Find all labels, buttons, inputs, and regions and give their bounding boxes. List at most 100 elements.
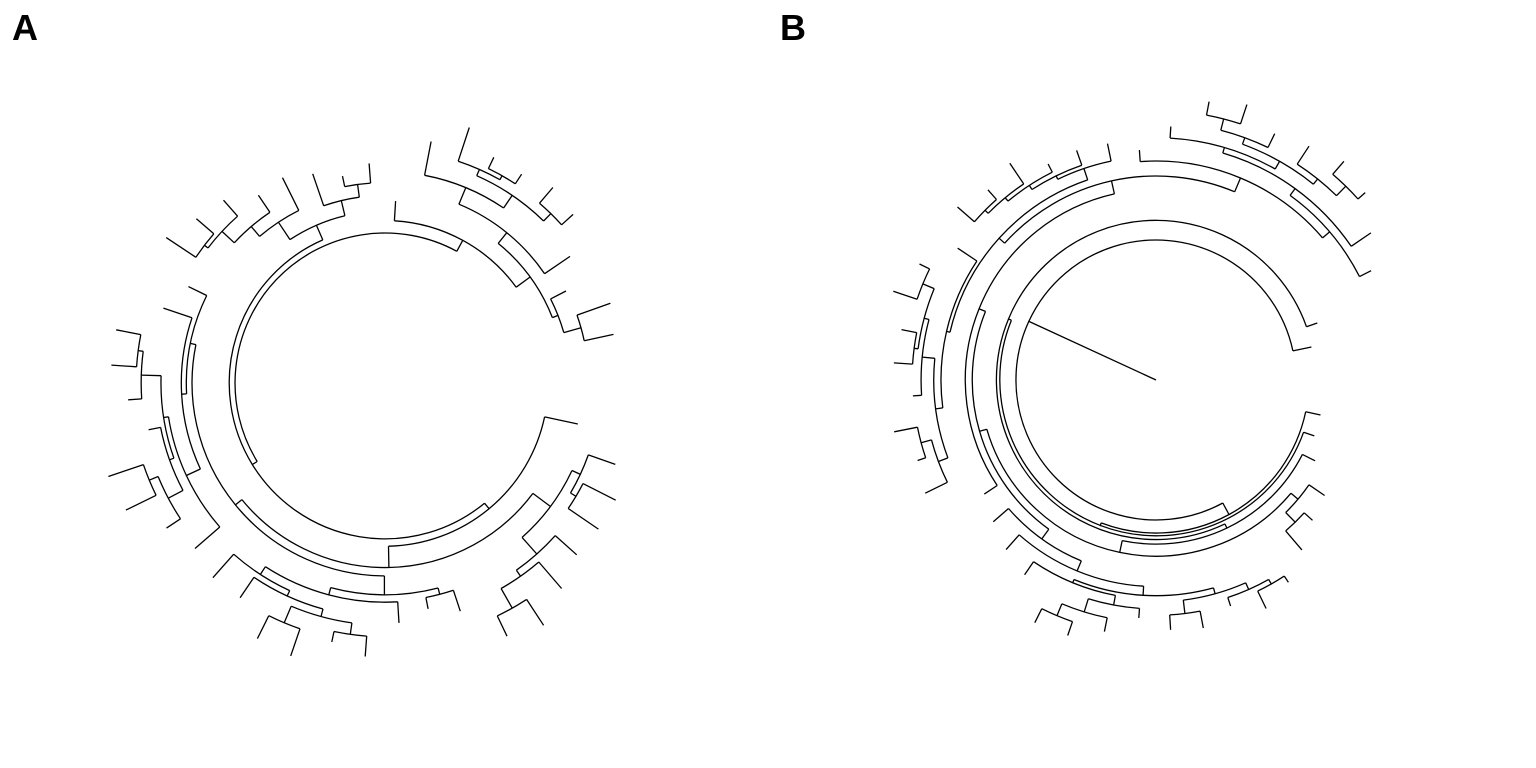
tree-leaf-branch-93 [992, 508, 1009, 523]
tree-branch-104 [1083, 598, 1089, 613]
tree-arc-18 [1004, 175, 1235, 244]
tree-branch-118 [1245, 582, 1250, 590]
tree-arc-59 [241, 493, 534, 569]
tree-branch-17 [1110, 180, 1116, 195]
tree-branch-41 [1220, 118, 1225, 131]
tree-branch-23 [476, 169, 481, 176]
tree-leaf-branch-67 [957, 247, 978, 262]
tree-branch-34 [315, 225, 324, 241]
tree-leaf-branch-105 [290, 628, 301, 657]
tree-leaf-branch-82 [912, 394, 922, 397]
tree-leaf-branch-123 [496, 615, 508, 637]
tree-arc-39 [1220, 129, 1269, 149]
tree-branch-115 [532, 492, 551, 508]
tree-arc-6 [550, 298, 565, 333]
tree-leaf-branch-90 [983, 484, 998, 495]
tree-leaf-branch-64 [957, 206, 975, 223]
tree-branch-127 [1285, 512, 1296, 523]
circular-tree-a [108, 127, 616, 657]
tree-branch-82 [167, 489, 184, 499]
tree-branch-21 [1322, 231, 1331, 239]
tree-arc-26 [488, 168, 516, 185]
tree-arc-28 [1170, 137, 1276, 170]
tree-leaf-branch-37 [1296, 145, 1310, 165]
tree-arc-16 [964, 193, 1115, 486]
tree-leaf-branch-26 [1350, 232, 1372, 247]
tree-arc-16 [424, 174, 504, 209]
tree-arc-0 [1015, 239, 1294, 521]
tree-branch-127 [571, 469, 581, 475]
tree-arc-8 [576, 314, 585, 341]
tree-leaf-branch-35 [1357, 192, 1366, 200]
tree-arc-59 [987, 183, 1025, 214]
tree-arc-107 [333, 630, 367, 637]
tree-leaf-branch-10 [576, 302, 611, 316]
tree-arc-35 [289, 215, 346, 241]
tree-leaf-branch-77 [893, 290, 918, 300]
tree-root-stem [1028, 320, 1157, 381]
tree-leaf-branch-77 [111, 364, 137, 368]
tree-arc-71 [160, 375, 175, 459]
tree-leaf-branch-43 [1239, 104, 1248, 125]
tree-branch-125 [1290, 492, 1299, 500]
tree-arc-5 [999, 319, 1305, 537]
tree-arc-62 [973, 199, 997, 223]
tree-branch-74 [138, 349, 144, 352]
tree-branch-97 [1142, 586, 1145, 596]
tree-leaf-branch-104 [256, 615, 270, 639]
tree-arc-80 [159, 427, 184, 491]
tree-arc-73 [917, 288, 935, 349]
tree-arc-20 [539, 202, 563, 226]
tree-branch-3 [515, 276, 531, 288]
tree-leaf-branch-46 [1138, 150, 1141, 162]
tree-leaf-branch-132 [582, 483, 616, 501]
tree-leaf-branch-36 [1332, 160, 1345, 175]
tree-branch-114 [1182, 600, 1186, 614]
tree-leaf-branch-87 [125, 494, 157, 511]
tree-branch-121 [1268, 579, 1272, 585]
tree-arc-3 [1100, 411, 1307, 534]
tree-arc-86 [916, 427, 927, 459]
tree-arc-85 [142, 464, 157, 496]
tree-arc-107 [1041, 608, 1073, 623]
tree-arc-4 [497, 242, 554, 318]
tree-branch-38 [356, 184, 360, 198]
tree-arc-2 [394, 220, 517, 288]
tree-leaf-branch-132 [1302, 453, 1316, 462]
tree-arc-92 [1008, 508, 1082, 562]
tree-leaf-branch-133 [588, 454, 616, 466]
tree-branch-111 [437, 587, 441, 595]
tree-leaf-branch-63 [987, 189, 997, 200]
tree-leaf-branch-64 [188, 286, 207, 297]
tree-branch-33 [1336, 185, 1347, 197]
tree-leaf-branch-60 [1009, 162, 1025, 185]
tree-arc-93 [265, 566, 398, 603]
tree-branch-43 [277, 221, 291, 240]
tree-arc-22 [1289, 194, 1361, 277]
tree-arc-100 [1033, 561, 1116, 597]
tree-branch-49 [221, 230, 235, 244]
tree-arc-63 [185, 295, 208, 394]
tree-leaf-branch-96 [212, 553, 235, 579]
tree-leaf-branch-9 [584, 333, 614, 342]
tree-branch-7 [563, 327, 582, 334]
tree-leaf-branch-134 [544, 416, 578, 425]
tree-arc-10 [1122, 454, 1303, 545]
tree-branch-19 [543, 213, 552, 222]
tree-branch-119 [515, 569, 522, 577]
tree-leaf-branch-29 [457, 127, 470, 162]
tree-arc-130 [567, 483, 584, 509]
tree-leaf-branch-113 [425, 597, 429, 610]
tree-arc-44 [259, 209, 300, 237]
tree-arc-61 [191, 344, 385, 577]
tree-branch-94 [259, 566, 266, 575]
tree-branch-12 [497, 232, 508, 244]
tree-leaf-branch-54 [1075, 150, 1083, 166]
tree-arc-30 [1242, 143, 1314, 185]
tree-arc-66 [180, 317, 201, 470]
tree-leaf-branch-129 [1285, 530, 1303, 551]
tree-branch-19 [1234, 177, 1242, 193]
tree-branch-25 [499, 175, 503, 181]
tree-branch-52 [204, 244, 209, 249]
tree-branch-84 [148, 475, 159, 481]
